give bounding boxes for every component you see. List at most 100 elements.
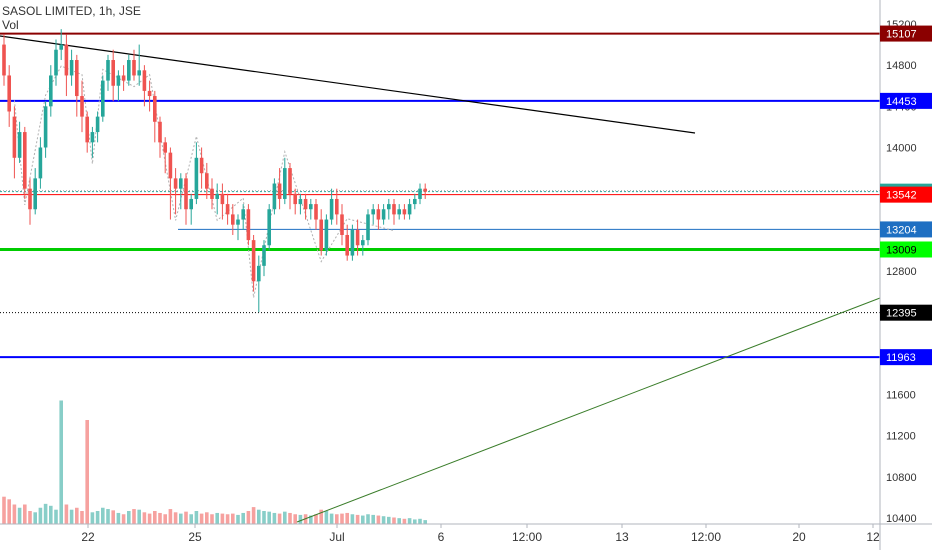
volume-bar [163, 514, 167, 524]
candle-body [220, 193, 225, 205]
time-tick: 13 [615, 530, 629, 544]
candle-body [231, 214, 235, 225]
candles [2, 29, 427, 313]
candle-body [210, 188, 214, 199]
ascending-trendline[interactable] [296, 297, 881, 523]
price-level-labels: 1510714453135711354213204130091239511963 [880, 25, 932, 366]
volume-bar [220, 513, 225, 524]
price-tick: 14800 [886, 60, 917, 72]
candle-body [179, 178, 183, 189]
volume-bar [340, 513, 344, 524]
candle-body [366, 214, 370, 241]
volume-bar [111, 510, 115, 524]
level-label-14453: 14453 [886, 96, 917, 108]
volume-bar [137, 509, 141, 524]
descending-trendline[interactable] [0, 35, 696, 134]
volume-bar [59, 400, 63, 524]
time-tick: Jul [329, 530, 344, 544]
candle-body [215, 193, 219, 199]
volume-bar [376, 515, 381, 524]
volume-bar [350, 514, 355, 524]
candle-body [350, 229, 355, 256]
time-axis-ticks: 22 25 Jul 6 12:00 13 12:00 20 12 [81, 524, 880, 544]
candle-body [38, 147, 43, 179]
price-tick: 11600 [886, 390, 916, 402]
candle-body [267, 209, 271, 246]
candle-body [49, 75, 53, 107]
chart-legend: SASOL LIMITED, 1h, JSE Vol [2, 4, 141, 32]
candle-body [387, 204, 391, 210]
volume-bar [33, 512, 37, 524]
volume-bar [335, 514, 339, 524]
candle-body [225, 204, 230, 215]
candle-body [329, 198, 334, 220]
time-tick: 20 [792, 530, 806, 544]
level-label-bg [880, 186, 932, 203]
volume-bar [413, 519, 417, 524]
candle-body [80, 96, 84, 117]
candle-body [205, 173, 209, 189]
candle-body [262, 245, 266, 266]
candle-body [59, 44, 63, 50]
volume-bar [106, 509, 110, 524]
candle-body [184, 178, 188, 210]
volume-bar [267, 511, 271, 524]
volume-bar [80, 511, 84, 524]
candle-body [277, 183, 282, 199]
volume-bar [205, 512, 209, 524]
price-tick: 12800 [886, 266, 917, 278]
candle-body [293, 193, 297, 205]
volume-bar [85, 420, 89, 524]
candle-body [371, 209, 375, 215]
volume-bar [345, 512, 349, 524]
volume-bar [283, 511, 287, 524]
volume-bar [418, 518, 422, 524]
volume-bar [314, 514, 318, 524]
candle-body [381, 209, 386, 220]
volume-bars [2, 400, 427, 524]
volume-bar [298, 514, 303, 524]
volume-bar [272, 512, 277, 524]
level-label-15107: 15107 [886, 29, 917, 41]
volume-bar [101, 507, 105, 524]
volume-bar [423, 520, 427, 524]
level-label-13542: 13542 [886, 190, 917, 202]
candle-body [2, 44, 6, 76]
horizontal-levels [0, 32, 880, 359]
level-label-bg [880, 241, 932, 258]
volume-bar [277, 513, 282, 524]
volume-bar [361, 515, 365, 524]
candle-body [106, 60, 110, 81]
volume-bar [142, 512, 147, 524]
candle-body [309, 204, 313, 210]
volume-bar [366, 514, 370, 524]
volume-bar [168, 509, 173, 524]
candle-body [173, 178, 178, 189]
level-label-11963: 11963 [886, 352, 916, 364]
candle-body [298, 198, 303, 205]
candle-body [153, 96, 157, 122]
candle-body [121, 75, 126, 81]
volume-bar [246, 511, 251, 524]
candle-body [158, 121, 162, 143]
volume-bar [95, 511, 100, 524]
price-tick: 11200 [886, 431, 916, 443]
trendlines [0, 35, 881, 523]
candle-body [28, 188, 32, 210]
volume-bar [127, 511, 131, 524]
candle-body [101, 80, 105, 117]
candle-body [12, 116, 17, 158]
volume-bar [236, 514, 240, 524]
volume-label: Vol [2, 18, 19, 32]
volume-bar [231, 513, 235, 524]
volume-bar [43, 503, 48, 524]
candle-body [251, 240, 256, 282]
candle-body [111, 60, 115, 86]
candle-body [236, 219, 240, 225]
volume-bar [173, 512, 178, 524]
candle-body [33, 178, 37, 210]
candle-body [246, 209, 251, 241]
candle-body [257, 265, 261, 282]
